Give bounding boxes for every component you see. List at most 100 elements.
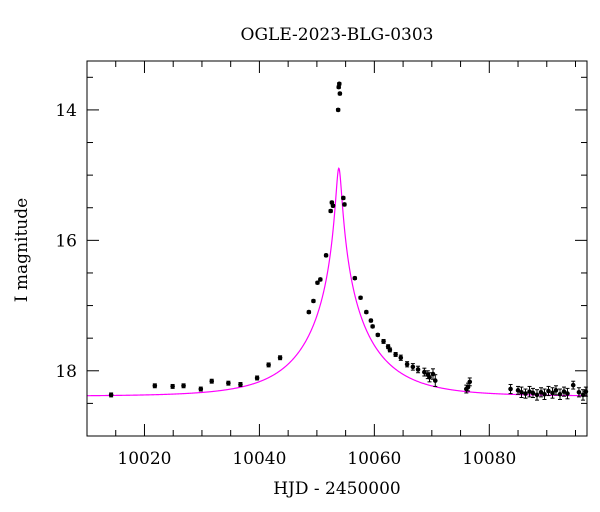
data-point <box>398 354 404 361</box>
tick-labels: 10020 10040 10060 10080 14 16 18 <box>55 101 516 469</box>
point-marker <box>375 332 381 338</box>
data-point <box>561 386 567 397</box>
data-point <box>519 386 524 399</box>
point-marker <box>398 355 404 361</box>
point-marker <box>415 367 421 372</box>
data-point <box>336 81 342 87</box>
data-point <box>550 387 555 399</box>
data-point <box>358 295 363 301</box>
point-marker <box>364 309 369 315</box>
point-marker <box>410 364 416 370</box>
data-point <box>538 387 544 398</box>
point-marker <box>266 362 271 368</box>
point-marker <box>576 390 582 395</box>
data-point <box>311 298 316 304</box>
point-marker <box>393 352 398 357</box>
point-marker <box>565 391 570 396</box>
data-point <box>181 383 186 389</box>
point-marker <box>306 309 312 315</box>
point-marker <box>330 203 336 209</box>
point-marker <box>181 383 186 389</box>
data-point <box>381 338 386 344</box>
data-point <box>375 332 381 338</box>
point-marker <box>542 391 547 397</box>
point-marker <box>328 208 333 214</box>
point-marker <box>238 382 243 387</box>
data-point <box>415 365 421 374</box>
data-point <box>393 352 398 357</box>
point-marker <box>311 298 316 304</box>
data-point <box>328 208 333 214</box>
point-marker <box>368 318 374 323</box>
data-point <box>576 387 582 398</box>
point-marker <box>527 389 532 394</box>
point-marker <box>341 195 346 201</box>
data-point <box>542 388 547 400</box>
data-point <box>523 388 528 399</box>
data-point <box>515 385 521 395</box>
point-marker <box>342 202 347 207</box>
data-point <box>427 372 432 383</box>
data-point <box>266 362 271 368</box>
point-marker <box>318 277 323 282</box>
x-tick-label: 10080 <box>462 449 516 469</box>
x-axis-label: HJD - 2450000 <box>273 479 401 499</box>
data-point <box>364 309 369 315</box>
point-marker <box>404 361 410 367</box>
plot-frame <box>86 60 588 437</box>
point-marker <box>534 392 540 398</box>
data-point <box>238 382 243 387</box>
point-marker <box>254 375 260 381</box>
point-marker <box>381 339 386 344</box>
x-tick-label: 10060 <box>347 449 401 469</box>
data-point <box>198 386 204 392</box>
point-marker <box>387 347 393 353</box>
point-marker <box>557 391 563 397</box>
data-point <box>387 347 393 353</box>
data-point <box>570 380 576 390</box>
data-point <box>530 387 536 399</box>
data-point <box>546 385 551 397</box>
point-marker <box>515 388 521 393</box>
data-point <box>226 380 231 386</box>
point-marker <box>523 391 528 396</box>
data-point <box>341 195 346 201</box>
point-marker <box>553 388 559 393</box>
data-point <box>337 91 343 96</box>
x-tick-label: 10020 <box>117 449 171 469</box>
data-point <box>422 367 427 377</box>
model-curve <box>87 167 588 397</box>
point-marker <box>108 392 114 398</box>
point-marker <box>427 375 432 380</box>
data-point <box>318 277 323 282</box>
data-point <box>323 253 329 258</box>
data-point <box>565 387 570 400</box>
data-point <box>108 392 114 398</box>
point-marker <box>209 378 215 384</box>
data-point <box>209 378 215 384</box>
x-tick-label: 10040 <box>232 449 286 469</box>
data-point <box>170 383 175 389</box>
data-point <box>335 107 341 113</box>
point-marker <box>336 81 342 87</box>
data-point <box>467 377 473 387</box>
point-marker <box>323 253 329 258</box>
point-marker <box>561 389 567 394</box>
data-point <box>277 355 283 361</box>
point-marker <box>538 390 544 395</box>
data-point <box>432 374 438 387</box>
axis-ticks <box>86 61 587 437</box>
point-marker <box>467 379 473 385</box>
point-marker <box>352 275 358 281</box>
data-point <box>410 363 416 371</box>
point-marker <box>432 378 438 383</box>
point-marker <box>337 91 343 96</box>
model-curve-layer <box>87 167 588 397</box>
point-marker <box>430 371 436 377</box>
point-marker <box>530 390 536 396</box>
data-point <box>553 385 559 396</box>
data-point <box>534 389 540 401</box>
chart-title: OGLE-2023-BLG-0303 <box>241 25 434 45</box>
point-marker <box>422 369 427 375</box>
data-point <box>352 275 358 281</box>
